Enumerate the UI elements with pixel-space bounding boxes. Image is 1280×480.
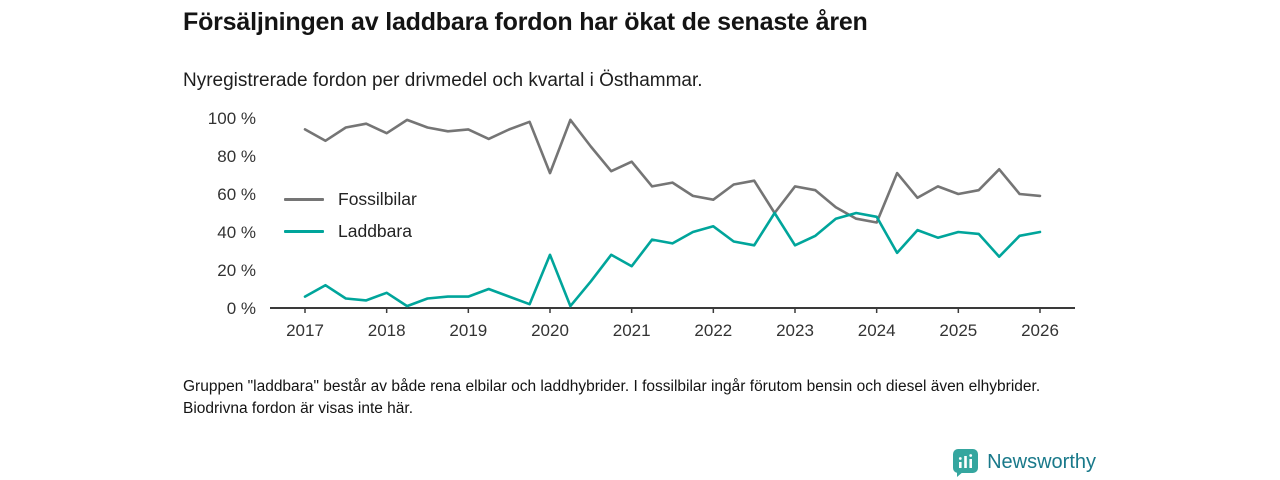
- newsworthy-logo-icon: [953, 449, 979, 477]
- legend-item-laddbara: Laddbara: [284, 216, 417, 246]
- x-tick-label: 2018: [368, 321, 406, 340]
- y-tick-label: 0 %: [227, 299, 256, 318]
- x-tick-label: 2023: [776, 321, 814, 340]
- x-tick-label: 2017: [286, 321, 324, 340]
- newsworthy-logo-text: Newsworthy: [987, 451, 1096, 473]
- y-tick-label: 80 %: [217, 147, 256, 166]
- x-tick-label: 2026: [1021, 321, 1059, 340]
- legend-label-fossilbilar: Fossilbilar: [338, 188, 417, 209]
- fossilbilar-line-swatch: [284, 197, 324, 201]
- x-tick-label: 2025: [939, 321, 977, 340]
- legend-item-fossilbilar: Fossilbilar: [284, 184, 417, 214]
- y-tick-label: 20 %: [217, 261, 256, 280]
- laddbara-line-swatch: [284, 229, 324, 233]
- page-title: Försäljningen av laddbara fordon har öka…: [183, 8, 868, 36]
- x-tick-label: 2020: [531, 321, 569, 340]
- legend-label-laddbara: Laddbara: [338, 220, 412, 241]
- newsworthy-logo[interactable]: Newsworthy: [952, 448, 1096, 477]
- x-tick-label: 2022: [694, 321, 732, 340]
- page-subtitle: Nyregistrerade fordon per drivmedel och …: [183, 70, 703, 91]
- x-tick-label: 2021: [613, 321, 651, 340]
- x-tick-label: 2024: [858, 321, 896, 340]
- y-tick-label: 60 %: [217, 185, 256, 204]
- x-tick-label: 2019: [449, 321, 487, 340]
- y-tick-label: 40 %: [217, 223, 256, 242]
- y-tick-label: 100 %: [208, 109, 256, 128]
- series-line-laddbara: [303, 211, 1042, 308]
- chart-footnote: Gruppen "laddbara" består av både rena e…: [183, 378, 1041, 417]
- series-line-fossilbilar: [303, 118, 1042, 224]
- chart-legend: Fossilbilar Laddbara: [284, 184, 417, 246]
